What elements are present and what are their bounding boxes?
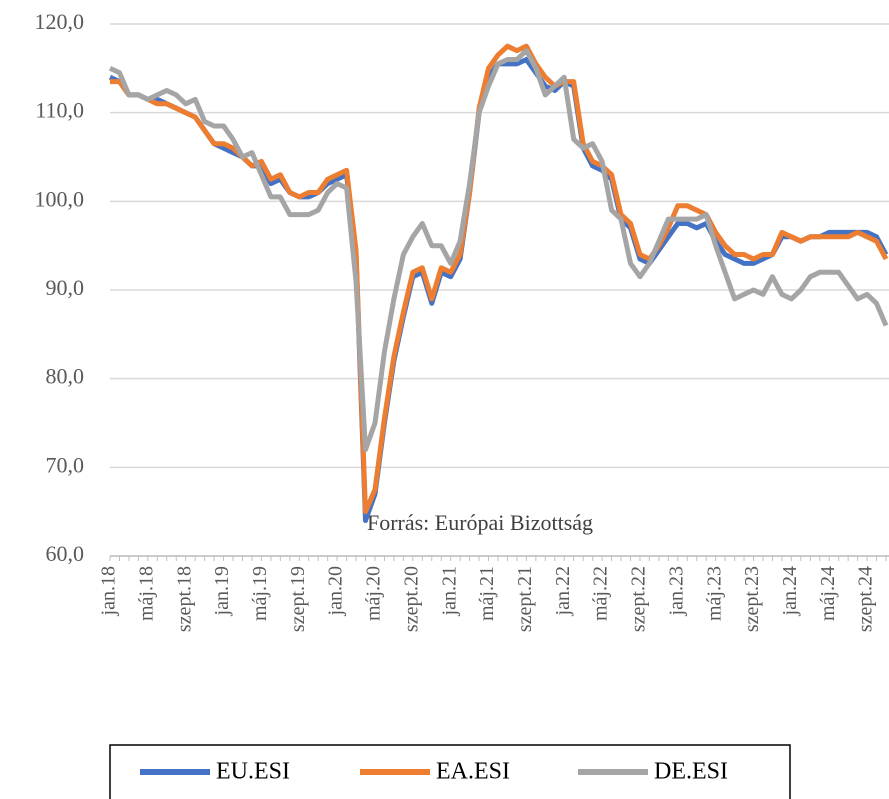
- y-tick-label: 110,0: [35, 98, 84, 123]
- y-tick-label: 70,0: [46, 452, 85, 477]
- legend-label: DE.ESI: [654, 759, 728, 785]
- x-tick-label: jan.22: [552, 566, 574, 616]
- x-tick-label: jan.19: [211, 566, 233, 616]
- x-tick-label: szept.21: [514, 566, 536, 632]
- legend-label: EA.ESI: [436, 759, 510, 785]
- y-tick-label: 90,0: [46, 275, 85, 300]
- annotation: Forrás: Európai Bizottság: [367, 510, 593, 535]
- x-tick-label: szept.23: [741, 566, 763, 632]
- legend-label: EU.ESI: [216, 759, 290, 785]
- x-tick-label: máj.22: [590, 566, 612, 621]
- y-tick-label: 120,0: [35, 9, 85, 34]
- x-tick-label: máj.19: [249, 566, 271, 621]
- x-tick-label: máj.21: [476, 566, 498, 621]
- x-tick-label: szept.24: [855, 566, 877, 632]
- x-tick-label: máj.23: [703, 566, 725, 621]
- x-tick-label: szept.22: [628, 566, 650, 632]
- x-tick-label: máj.20: [363, 566, 385, 621]
- x-tick-label: szept.19: [287, 566, 309, 632]
- x-tick-label: jan.24: [779, 566, 801, 616]
- x-tick-label: máj.24: [817, 566, 839, 621]
- x-tick-label: jan.18: [98, 566, 120, 616]
- x-tick-label: jan.23: [665, 566, 687, 616]
- x-tick-label: szept.20: [400, 566, 422, 632]
- legend-box: [109, 744, 791, 799]
- x-tick-label: szept.18: [173, 566, 195, 632]
- x-tick-label: máj.18: [135, 566, 157, 621]
- y-tick-label: 100,0: [35, 186, 85, 211]
- x-tick-label: jan.21: [438, 566, 460, 616]
- y-tick-label: 60,0: [46, 541, 85, 566]
- series-line: [108, 48, 889, 453]
- x-tick-label: jan.20: [325, 566, 347, 616]
- y-tick-label: 80,0: [46, 364, 85, 389]
